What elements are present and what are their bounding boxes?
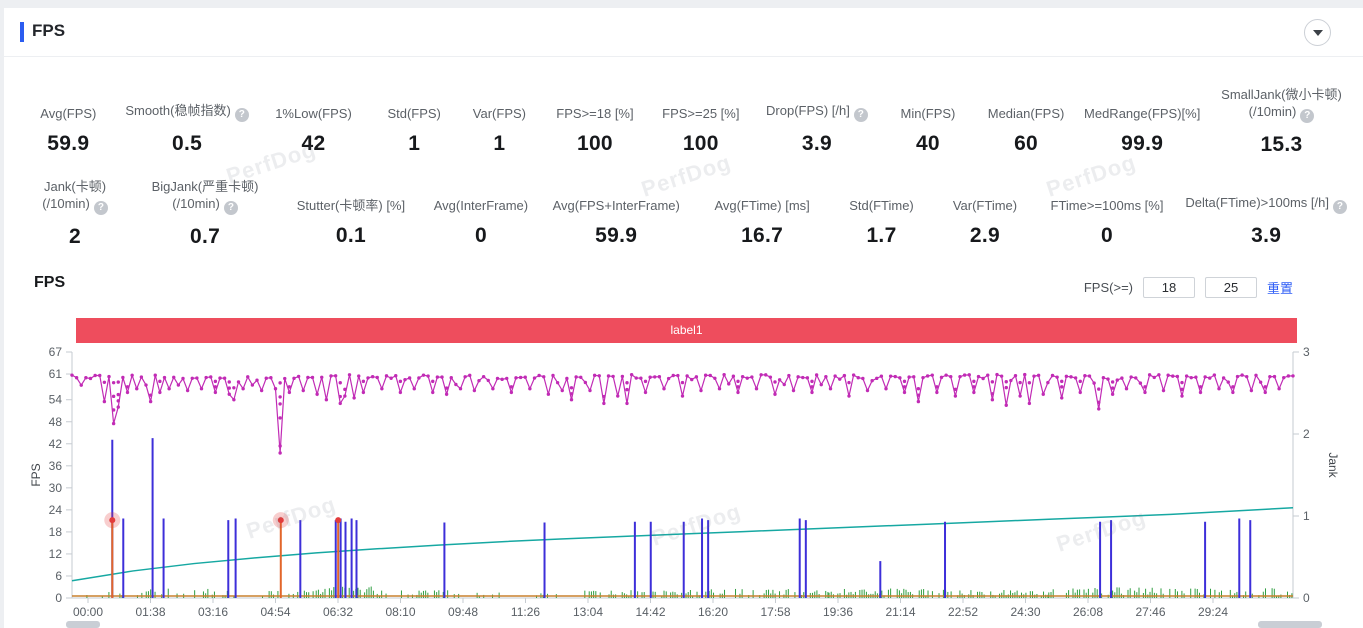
metric-cell: BigJank(严重卡顿) (/10min)? 0.7 — [132, 178, 278, 249]
metric-label: 1%Low(FPS) — [275, 106, 352, 121]
metric-label: FPS>=25 [%] — [662, 106, 740, 121]
metric-value: 42 — [301, 132, 326, 155]
metric-cell: FPS>=18 [%] 100 — [542, 86, 648, 157]
metric-label: FTime>=100ms [%] — [1050, 198, 1164, 213]
metric-label: Avg(InterFrame) — [433, 198, 529, 213]
metric-value: 0 — [474, 224, 487, 247]
metric-cell: Var(FTime) 2.9 — [933, 178, 1036, 249]
metric-value: 2.9 — [969, 224, 1001, 247]
metric-cell: SmallJank(微小卡顿) (/10min)? 15.3 — [1208, 86, 1355, 157]
help-icon[interactable]: ? — [1332, 200, 1347, 214]
metric-cell: Std(FPS) 1 — [372, 86, 457, 157]
metrics-row-2: Jank(卡顿) (/10min)? 2 BigJank(严重卡顿) (/10min)?… — [18, 178, 1355, 249]
accent-bar — [20, 22, 24, 42]
metric-value: 1 — [408, 132, 421, 155]
fps-threshold-low-input[interactable] — [1142, 277, 1195, 298]
metric-cell: Var(FPS) 1 — [457, 86, 542, 157]
metric-cell: Avg(InterFrame) 0 — [424, 178, 538, 249]
help-icon[interactable]: ? — [93, 201, 108, 215]
metric-label: Min(FPS) — [900, 106, 956, 121]
chart-title: FPS — [34, 274, 66, 291]
metric-label: BigJank(严重卡顿) (/10min)? — [151, 179, 259, 215]
metric-value: 60 — [1014, 132, 1039, 155]
metric-value: 0.5 — [172, 132, 203, 155]
metric-value: 0.1 — [335, 224, 366, 247]
metric-label: Drop(FPS) [/h]? — [758, 86, 876, 122]
metric-value: 0 — [1101, 224, 1113, 247]
label-banner: label1 — [76, 318, 1297, 343]
metric-cell: Stutter(卡顿率) [%] 0.1 — [278, 178, 424, 249]
metric-cell: Avg(FPS+InterFrame) 59.9 — [538, 178, 695, 249]
metric-cell: Avg(FPS) 59.9 — [18, 86, 119, 157]
metric-cell: FTime>=100ms [%] 0 — [1037, 178, 1178, 249]
help-icon[interactable]: ? — [853, 108, 868, 122]
metric-cell: Smooth(稳帧指数)? 0.5 — [119, 86, 256, 157]
metric-label: MedRange(FPS)[%] — [1084, 106, 1201, 121]
metric-value: 2 — [69, 225, 82, 248]
metric-cell: Std(FTime) 1.7 — [830, 178, 933, 249]
scrollbar-stub-left[interactable] — [66, 621, 100, 628]
chevron-down-icon — [1312, 29, 1323, 36]
fps-threshold-high-input[interactable] — [1204, 277, 1257, 298]
metric-value: 3.9 — [1251, 224, 1282, 247]
metric-value: 59.9 — [595, 224, 638, 247]
metric-label: FPS>=18 [%] — [556, 106, 634, 121]
metric-value: 59.9 — [47, 132, 90, 155]
collapse-button[interactable] — [1304, 19, 1331, 46]
help-icon[interactable]: ? — [223, 201, 238, 215]
metric-cell: 1%Low(FPS) 42 — [255, 86, 371, 157]
scrollbar-stub-right[interactable] — [1258, 621, 1322, 628]
page-title: FPS — [32, 21, 66, 40]
metric-value: 100 — [682, 132, 719, 155]
metric-label: Avg(FPS+InterFrame) — [552, 198, 680, 213]
metric-cell: MedRange(FPS)[%] 99.9 — [1076, 86, 1208, 157]
metric-label: Jank(卡顿) (/10min)? — [42, 179, 108, 215]
fps-threshold-controls: FPS(>=) 重置 — [1084, 277, 1293, 298]
metric-cell: Jank(卡顿) (/10min)? 2 — [18, 178, 132, 249]
metric-label: Std(FTime) — [849, 198, 914, 213]
help-icon[interactable]: ? — [1300, 109, 1315, 123]
metric-value: 3.9 — [801, 132, 832, 155]
metric-cell: FPS>=25 [%] 100 — [648, 86, 754, 157]
metric-label: Stutter(卡顿率) [%] — [296, 198, 406, 213]
metric-label: Median(FPS) — [987, 106, 1065, 121]
metric-label: Avg(FTime) [ms] — [714, 198, 810, 213]
metric-value: 1 — [493, 132, 506, 155]
metric-value: 1.7 — [866, 224, 897, 247]
metrics-row-1: Avg(FPS) 59.9 Smooth(稳帧指数)? 0.5 1%Low(FPS) 42… — [18, 86, 1355, 157]
metric-label: Var(FTime) — [952, 198, 1018, 213]
metric-label: SmallJank(微小卡顿) (/10min)? — [1221, 87, 1342, 123]
metric-value: 15.3 — [1260, 133, 1303, 156]
metric-cell: Drop(FPS) [/h]? 3.9 — [754, 86, 880, 157]
metric-value: 40 — [915, 132, 940, 155]
metric-value: 16.7 — [741, 224, 784, 247]
metric-label: Smooth(稳帧指数)? — [123, 86, 252, 122]
reset-link[interactable]: 重置 — [1266, 281, 1293, 296]
metric-value: 99.9 — [1121, 132, 1164, 155]
metric-value: 0.7 — [189, 225, 221, 248]
metric-value: 100 — [576, 132, 613, 155]
metric-cell: Delta(FTime)>100ms [/h]? 3.9 — [1177, 178, 1355, 249]
metric-cell: Median(FPS) 60 — [976, 86, 1077, 157]
fps-panel: FPS Avg(FPS) 59.9 Smooth(稳帧指数)? 0.5 1%Low(FP… — [4, 8, 1363, 628]
metric-label: Std(FPS) — [387, 106, 441, 121]
metric-label: Var(FPS) — [472, 106, 527, 121]
fps-threshold-label: FPS(>=) — [1083, 280, 1133, 295]
metric-cell: Min(FPS) 40 — [880, 86, 976, 157]
panel-header: FPS — [4, 8, 1363, 57]
metric-label: Avg(FPS) — [40, 106, 97, 121]
metric-label: Delta(FTime)>100ms [/h]? — [1181, 178, 1351, 214]
metric-cell: Avg(FTime) [ms] 16.7 — [694, 178, 829, 249]
help-icon[interactable]: ? — [234, 108, 249, 122]
